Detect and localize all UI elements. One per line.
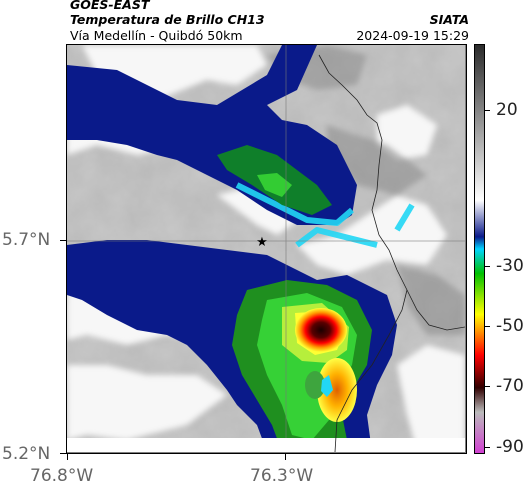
graticule: [67, 45, 465, 438]
colorbar: [474, 44, 485, 454]
colorbar-label-minus70: -70: [496, 376, 524, 396]
lat-tick-5.2: [60, 453, 66, 454]
department-boundary: [318, 54, 465, 331]
colorbar-tick-minus50: [485, 326, 490, 327]
lon-tick-76.3: [285, 454, 286, 460]
satellite-map: ★: [66, 44, 467, 454]
lon-label-76.3: 76.3°W: [250, 466, 314, 486]
satellite-title: GOES-EAST: [70, 0, 150, 12]
colorbar-label-minus30: -30: [496, 256, 524, 276]
colorbar-label-minus50: -50: [496, 316, 524, 336]
colorbar-tick-minus70: [485, 386, 490, 387]
no-data-strip: [67, 438, 465, 452]
lat-label-5.7: 5.7°N: [2, 230, 51, 250]
lon-tick-76.8: [67, 454, 68, 460]
lon-label-76.8: 76.8°W: [30, 466, 94, 486]
lat-label-5.2: 5.2°N: [2, 444, 51, 464]
lat-tick-5.7: [60, 240, 66, 241]
colorbar-tick-minus90: [485, 447, 490, 448]
route-subtitle: Vía Medellín - Quibdó 50km: [70, 28, 243, 43]
colorbar-tick-20: [485, 110, 490, 111]
product-title: Temperatura de Brillo CH13: [70, 12, 265, 27]
colorbar-label-minus90: -90: [496, 437, 524, 457]
brightness-temperature-field: ★: [67, 45, 465, 452]
organization-label: SIATA: [429, 12, 469, 27]
colorbar-label-20: 20: [496, 100, 518, 120]
datetime-label: 2024-09-19 15:29: [356, 28, 469, 43]
department-boundary-south: [334, 289, 408, 452]
colorbar-tick-minus30: [485, 266, 490, 267]
location-star-icon: ★: [256, 235, 268, 250]
convective-band: [67, 45, 415, 452]
